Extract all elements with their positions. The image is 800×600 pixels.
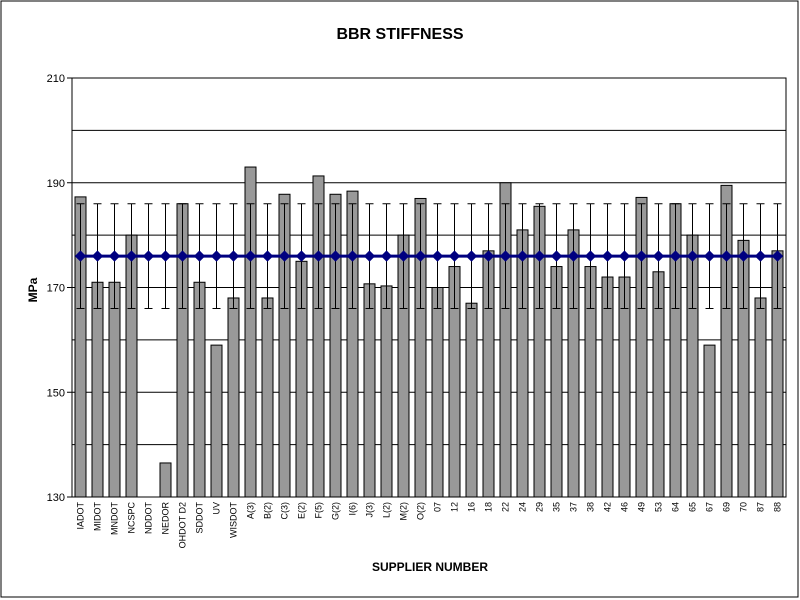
mean-marker bbox=[295, 250, 308, 262]
mean-marker bbox=[669, 250, 682, 262]
x-tick-label: NCSPC bbox=[127, 502, 137, 534]
mean-marker bbox=[737, 250, 750, 262]
x-tick-label: E(2) bbox=[297, 502, 307, 519]
x-tick-label: 16 bbox=[467, 502, 477, 512]
x-tick-label: I(6) bbox=[348, 502, 358, 516]
mean-marker bbox=[465, 250, 478, 262]
x-tick-label: A(3) bbox=[246, 502, 256, 519]
mean-marker bbox=[380, 250, 393, 262]
mean-marker bbox=[567, 250, 580, 262]
x-tick-label: 29 bbox=[535, 502, 545, 512]
bar bbox=[618, 276, 631, 498]
mean-marker bbox=[397, 250, 410, 262]
bar bbox=[261, 297, 274, 498]
x-tick-label: 12 bbox=[450, 502, 460, 512]
y-tick-label: 150 bbox=[47, 387, 65, 399]
x-tick-label: 07 bbox=[433, 502, 443, 512]
x-tick-label: 53 bbox=[654, 502, 664, 512]
mean-marker bbox=[346, 250, 359, 262]
mean-marker bbox=[363, 250, 376, 262]
x-tick-label: M(2) bbox=[399, 502, 409, 521]
bar bbox=[601, 276, 614, 498]
bar bbox=[159, 462, 172, 498]
x-tick-label: 22 bbox=[501, 502, 511, 512]
bar bbox=[227, 297, 240, 498]
x-tick-label: 18 bbox=[484, 502, 494, 512]
x-tick-label: B(2) bbox=[263, 502, 273, 519]
bar bbox=[210, 344, 223, 498]
mean-marker bbox=[312, 250, 325, 262]
x-tick-label: SDDOT bbox=[195, 501, 205, 533]
mean-marker bbox=[703, 250, 716, 262]
bar bbox=[754, 297, 767, 498]
x-tick-label: OHDOT D2 bbox=[178, 502, 188, 548]
mean-marker bbox=[516, 250, 529, 262]
x-tick-label: 24 bbox=[518, 502, 528, 512]
mean-marker bbox=[550, 250, 563, 262]
mean-marker bbox=[499, 250, 512, 262]
y-tick-label: 170 bbox=[47, 283, 65, 295]
mean-marker bbox=[754, 250, 767, 262]
x-tick-label: 64 bbox=[671, 502, 681, 512]
x-tick-label: 38 bbox=[586, 502, 596, 512]
mean-marker bbox=[652, 250, 665, 262]
mean-marker bbox=[584, 250, 597, 262]
x-tick-label: L(2) bbox=[382, 502, 392, 518]
x-tick-label: NDDOT bbox=[144, 502, 154, 534]
x-tick-label: 67 bbox=[705, 502, 715, 512]
bar bbox=[193, 281, 206, 498]
mean-marker bbox=[414, 250, 427, 262]
bar bbox=[108, 281, 121, 498]
y-axis-label: MPa bbox=[26, 277, 40, 302]
y-tick-label: 210 bbox=[47, 73, 65, 85]
x-tick-label: 46 bbox=[620, 502, 630, 512]
mean-marker bbox=[771, 250, 784, 262]
x-tick-label: UV bbox=[212, 502, 222, 515]
x-tick-label: J(3) bbox=[365, 502, 375, 518]
x-tick-label: 37 bbox=[569, 502, 579, 512]
mean-marker bbox=[329, 250, 342, 262]
x-axis-label: SUPPLIER NUMBER bbox=[372, 560, 488, 574]
x-tick-label: MNDOT bbox=[110, 502, 120, 535]
x-tick-label: 87 bbox=[756, 502, 766, 512]
bar bbox=[703, 344, 716, 498]
x-tick-label: 49 bbox=[637, 502, 647, 512]
mean-marker bbox=[261, 250, 274, 262]
x-tick-label: NEDOR bbox=[161, 502, 171, 535]
chart-title: BBR STIFFNESS bbox=[336, 26, 463, 43]
x-tick-label: WISDOT bbox=[229, 502, 239, 538]
mean-marker bbox=[635, 250, 648, 262]
mean-marker bbox=[482, 250, 495, 262]
x-tick-label: F(5) bbox=[314, 502, 324, 519]
mean-marker bbox=[720, 250, 733, 262]
y-tick-label: 190 bbox=[47, 178, 65, 190]
x-tick-label: 42 bbox=[603, 502, 613, 512]
x-tick-label: 69 bbox=[722, 502, 732, 512]
x-tick-label: C(3) bbox=[280, 502, 290, 520]
x-tick-label: 35 bbox=[552, 502, 562, 512]
mean-marker bbox=[601, 250, 614, 262]
mean-marker bbox=[431, 250, 444, 262]
plot-frame bbox=[71, 77, 787, 498]
mean-marker bbox=[533, 250, 546, 262]
bar bbox=[380, 285, 393, 498]
mean-marker bbox=[618, 250, 631, 262]
x-tick-label: O(2) bbox=[416, 502, 426, 520]
bar bbox=[91, 281, 104, 498]
x-tick-label: G(2) bbox=[331, 502, 341, 520]
x-tick-label: 70 bbox=[739, 502, 749, 512]
mean-marker bbox=[686, 250, 699, 262]
bar bbox=[431, 287, 444, 498]
mean-marker bbox=[448, 250, 461, 262]
bar bbox=[465, 302, 478, 498]
mean-marker bbox=[278, 250, 291, 262]
x-tick-label: 88 bbox=[773, 502, 783, 512]
x-tick-label: 65 bbox=[688, 502, 698, 512]
x-tick-label: IADOT bbox=[76, 502, 86, 530]
x-tick-label: MIDOT bbox=[93, 502, 103, 531]
y-tick-label: 130 bbox=[47, 492, 65, 504]
bar bbox=[363, 283, 376, 498]
